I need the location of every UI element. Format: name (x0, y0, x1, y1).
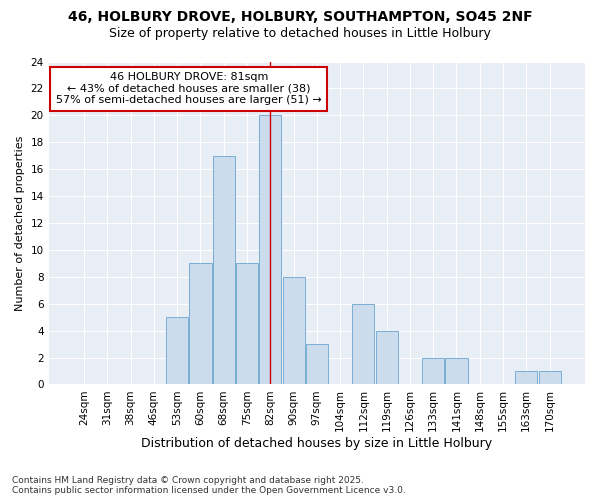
Bar (166, 317, 188, 384)
Text: 46 HOLBURY DROVE: 81sqm
← 43% of detached houses are smaller (38)
57% of semi-de: 46 HOLBURY DROVE: 81sqm ← 43% of detache… (56, 72, 322, 106)
Bar (236, 264, 258, 384)
Bar (190, 264, 212, 384)
Bar (212, 156, 235, 384)
Text: Contains HM Land Registry data © Crown copyright and database right 2025.
Contai: Contains HM Land Registry data © Crown c… (12, 476, 406, 495)
Text: Size of property relative to detached houses in Little Holbury: Size of property relative to detached ho… (109, 28, 491, 40)
Bar (539, 371, 560, 384)
Bar (352, 304, 374, 384)
Bar (422, 358, 444, 384)
Y-axis label: Number of detached properties: Number of detached properties (15, 136, 25, 310)
X-axis label: Distribution of detached houses by size in Little Holbury: Distribution of detached houses by size … (141, 437, 493, 450)
Bar (445, 358, 467, 384)
Bar (515, 371, 538, 384)
Bar (283, 277, 305, 384)
Bar (376, 330, 398, 384)
Bar (259, 116, 281, 384)
Text: 46, HOLBURY DROVE, HOLBURY, SOUTHAMPTON, SO45 2NF: 46, HOLBURY DROVE, HOLBURY, SOUTHAMPTON,… (68, 10, 532, 24)
Bar (306, 344, 328, 385)
